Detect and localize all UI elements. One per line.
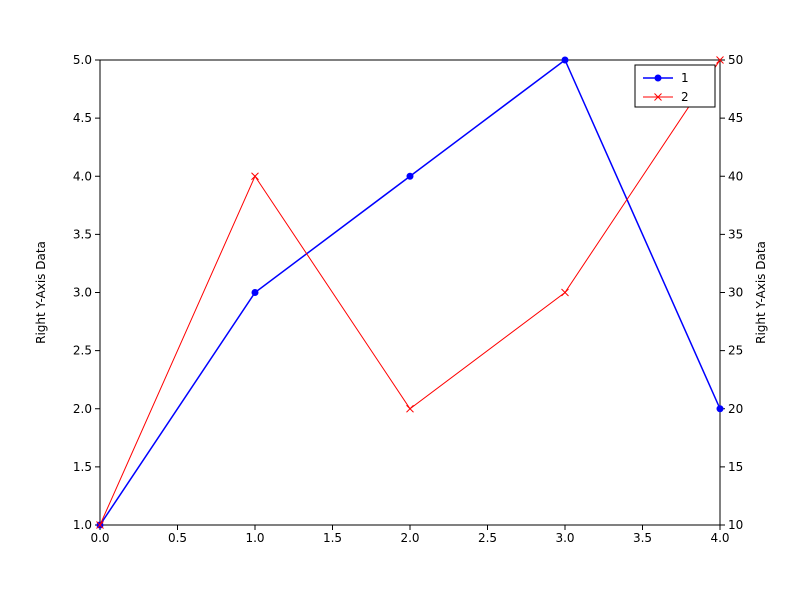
plot-border bbox=[100, 60, 720, 525]
y-left-tick-label: 5.0 bbox=[73, 53, 92, 67]
y-right-tick-label: 50 bbox=[728, 53, 743, 67]
x-tick-label: 0.5 bbox=[168, 531, 187, 545]
x-tick-label: 3.0 bbox=[555, 531, 574, 545]
y-right-tick-label: 30 bbox=[728, 286, 743, 300]
y-right-tick-label: 15 bbox=[728, 460, 743, 474]
x-tick-label: 0.0 bbox=[90, 531, 109, 545]
legend-label: 2 bbox=[681, 90, 689, 104]
x-tick-label: 1.5 bbox=[323, 531, 342, 545]
y-left-tick-label: 4.5 bbox=[73, 111, 92, 125]
y-right-tick-label: 45 bbox=[728, 111, 743, 125]
legend-box bbox=[635, 65, 715, 107]
dual-axis-line-chart: 0.0 0.5 1.0 1.5 2.0 2.5 3.0 3.5 4.0 1.0 1.5 2.0 2.5 3… bbox=[0, 0, 800, 600]
marker-circle bbox=[252, 290, 258, 296]
marker-circle bbox=[407, 173, 413, 179]
marker-circle bbox=[655, 75, 661, 81]
x-tick-label: 4.0 bbox=[710, 531, 729, 545]
series-line bbox=[100, 60, 720, 525]
y-right-tick-label: 20 bbox=[728, 402, 743, 416]
y-left-tick-label: 3.0 bbox=[73, 286, 92, 300]
x-tick-label: 2.0 bbox=[400, 531, 419, 545]
series-line bbox=[100, 60, 720, 525]
x-tick-label: 1.0 bbox=[245, 531, 264, 545]
y-right-tick-label: 40 bbox=[728, 169, 743, 183]
x-tick-label: 2.5 bbox=[478, 531, 497, 545]
y-right-tick-label: 35 bbox=[728, 227, 743, 241]
y-left-tick-label: 2.0 bbox=[73, 402, 92, 416]
y-left-tick-label: 4.0 bbox=[73, 169, 92, 183]
marker-circle bbox=[562, 57, 568, 63]
y-left-tick-label: 1.0 bbox=[73, 518, 92, 532]
y-right-tick-label: 10 bbox=[728, 518, 743, 532]
y-right-tick-label: 25 bbox=[728, 344, 743, 358]
y-left-axis-label: Right Y-Axis Data bbox=[34, 241, 48, 344]
x-tick-label: 3.5 bbox=[633, 531, 652, 545]
y-left-tick-label: 1.5 bbox=[73, 460, 92, 474]
y-left-tick-label: 3.5 bbox=[73, 227, 92, 241]
y-right-axis-label: Right Y-Axis Data bbox=[754, 241, 768, 344]
legend-label: 1 bbox=[681, 71, 689, 85]
chart-container: 0.0 0.5 1.0 1.5 2.0 2.5 3.0 3.5 4.0 1.0 1.5 2.0 2.5 3… bbox=[0, 0, 800, 600]
y-left-tick-label: 2.5 bbox=[73, 344, 92, 358]
marker-circle bbox=[717, 406, 723, 412]
